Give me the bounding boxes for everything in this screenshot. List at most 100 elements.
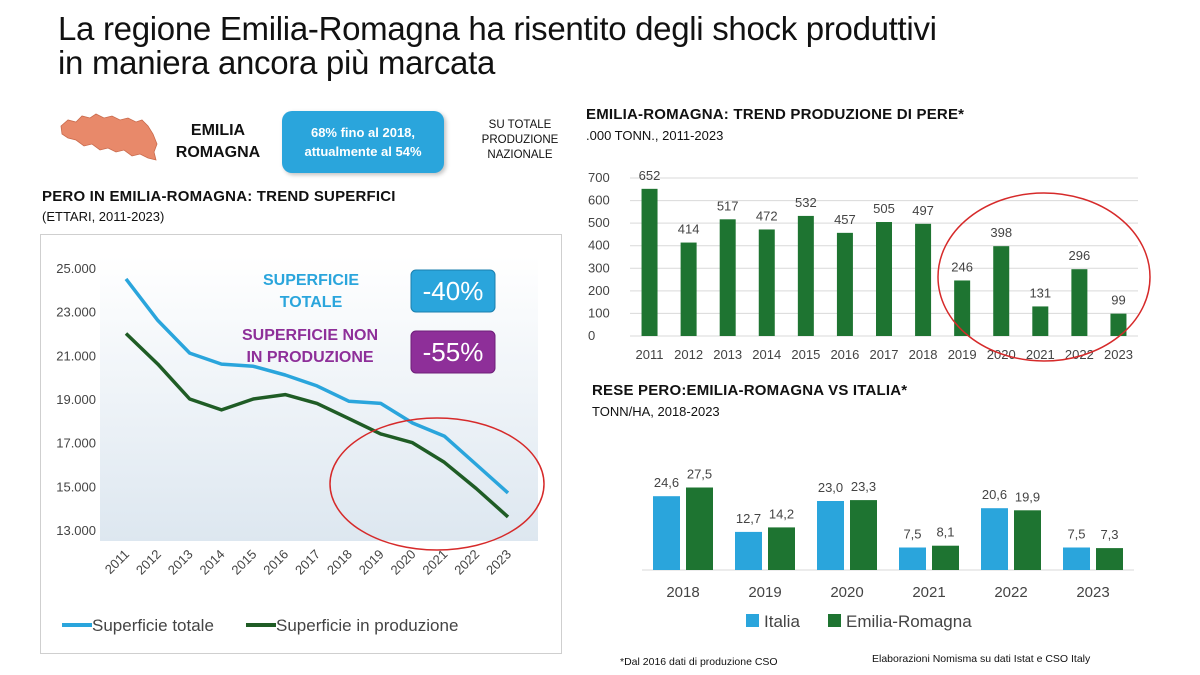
bar bbox=[836, 232, 853, 336]
y-tick-label: 23.000 bbox=[56, 305, 96, 320]
x-tick-label: 2017 bbox=[870, 347, 899, 362]
labels: 652 2011 414 2012 517 2013 472 2014 532 2015 457 20… bbox=[636, 168, 1133, 362]
bar-value-label: 24,6 bbox=[654, 475, 679, 490]
y-tick-label: 13.000 bbox=[56, 523, 96, 538]
x-tick-label: 2016 bbox=[830, 347, 859, 362]
y-tick-label: 200 bbox=[588, 283, 610, 298]
bar-0 bbox=[817, 501, 844, 570]
share-badge: 68% fino al 2018, attualmente al 54% bbox=[282, 111, 444, 173]
bar-value-label: 19,9 bbox=[1015, 489, 1040, 504]
bar-1 bbox=[1096, 548, 1123, 570]
bar-value-label: 517 bbox=[717, 198, 739, 213]
bar-0 bbox=[653, 496, 680, 570]
share-badge-line1: 68% fino al 2018, bbox=[310, 125, 416, 140]
highlight-circle bbox=[937, 192, 1151, 362]
bar-value-label: 23,0 bbox=[818, 480, 843, 495]
rese-bar-chart: 24,6 27,5 2018 12,7 14,2 2019 23,0 23,3 2020 7,5 8… bbox=[642, 467, 1134, 631]
y-tick-label: 700 bbox=[588, 170, 610, 185]
bar-1 bbox=[932, 545, 959, 570]
bar-value-label: 20,6 bbox=[982, 487, 1007, 502]
bar bbox=[680, 242, 697, 336]
bar bbox=[719, 219, 736, 336]
y-tick-label: 25.000 bbox=[56, 261, 96, 276]
x-tick-label: 2018 bbox=[909, 347, 938, 362]
x-tick-label: 2012 bbox=[674, 347, 703, 362]
bar bbox=[1032, 306, 1049, 336]
bar-value-label: 652 bbox=[639, 168, 661, 183]
bar-value-label: 99 bbox=[1111, 293, 1125, 308]
y-tick-label: 500 bbox=[588, 215, 610, 230]
callout-total-value: -40% bbox=[423, 276, 484, 306]
labels: 24,6 27,5 2018 12,7 14,2 2019 23,0 23,3 2020 7,5 8… bbox=[654, 467, 1119, 602]
legend-swatch-emilia bbox=[828, 614, 841, 627]
x-tick-label: 2017 bbox=[292, 547, 323, 578]
x-tick-label: 2016 bbox=[260, 547, 291, 578]
bar bbox=[1110, 313, 1127, 336]
bar-value-label: 457 bbox=[834, 212, 856, 227]
callout-nonprod-value: -55% bbox=[423, 337, 484, 367]
x-tick-label: 2013 bbox=[165, 547, 196, 578]
page-title: La regione Emilia-Romagna ha risentito d… bbox=[58, 12, 937, 80]
bar-1 bbox=[768, 527, 795, 570]
y-tick-label: 400 bbox=[588, 238, 610, 253]
x-tick-label: 2021 bbox=[419, 547, 450, 578]
y-tick-label: 17.000 bbox=[56, 436, 96, 451]
x-tick-label: 2020 bbox=[830, 584, 863, 601]
bar-value-label: 131 bbox=[1029, 285, 1051, 300]
x-tick-label: 2020 bbox=[388, 547, 419, 578]
bar-0 bbox=[899, 547, 926, 570]
region-label-line1: EMILIA bbox=[190, 122, 246, 139]
x-axis: 2011 2012 2013 2014 2015 2016 2017 2018 2019 2020… bbox=[102, 547, 514, 578]
region-label: EMILIA ROMAGNA bbox=[168, 120, 268, 164]
callout-nonprod-label-line1: SUPERFICIE NON bbox=[242, 327, 378, 344]
bar-value-label: 398 bbox=[990, 225, 1012, 240]
x-tick-label: 2013 bbox=[713, 347, 742, 362]
y-tick-label: 600 bbox=[588, 193, 610, 208]
bar-1 bbox=[850, 500, 877, 570]
y-tick-label: 19.000 bbox=[56, 392, 96, 407]
y-tick-label: 300 bbox=[588, 260, 610, 275]
bar bbox=[993, 246, 1010, 336]
x-tick-label: 2011 bbox=[636, 347, 664, 362]
bar-value-label: 27,5 bbox=[687, 467, 712, 482]
y-axis: 13.000 15.000 17.000 19.000 21.000 23.000 25.0… bbox=[56, 261, 96, 538]
bar bbox=[797, 215, 814, 336]
bar-value-label: 7,5 bbox=[903, 527, 921, 542]
bar-1 bbox=[1014, 510, 1041, 570]
bar bbox=[876, 222, 892, 336]
x-tick-label: 2019 bbox=[356, 547, 387, 578]
x-tick-label: 2018 bbox=[666, 584, 699, 601]
bars bbox=[641, 188, 1127, 336]
highlight-circle bbox=[329, 417, 545, 551]
legend-label-emilia: Emilia-Romagna bbox=[846, 612, 972, 631]
x-tick-label: 2015 bbox=[228, 547, 259, 578]
x-tick-label: 2023 bbox=[1076, 584, 1109, 601]
share-badge-line2: attualmente al 54% bbox=[304, 144, 422, 159]
legend-swatch-italia bbox=[746, 614, 759, 627]
x-tick-label: 2018 bbox=[324, 547, 355, 578]
bar-value-label: 505 bbox=[873, 201, 895, 216]
line-series bbox=[124, 277, 510, 519]
emilia-romagna-map-icon bbox=[60, 113, 158, 161]
callout-nonprod-label-line2: IN PRODUZIONE bbox=[246, 349, 373, 366]
legend-label-italia: Italia bbox=[764, 612, 800, 631]
produzione-bar-chart: 0 100 200 300 400 500 600 700 652 2011 414 2012 517… bbox=[588, 168, 1151, 362]
superfici-chart-title: PERO IN EMILIA-ROMAGNA: TREND SUPERFICI bbox=[42, 188, 396, 205]
rese-chart-title: RESE PERO:EMILIA-ROMAGNA VS ITALIA* bbox=[592, 382, 908, 399]
bar bbox=[915, 223, 932, 336]
bar-value-label: 246 bbox=[951, 259, 973, 274]
x-tick-label: 2021 bbox=[912, 584, 945, 601]
share-note-line3: NAZIONALE bbox=[487, 149, 553, 161]
legend-label-total: Superficie totale bbox=[92, 616, 214, 635]
x-tick-label: 2023 bbox=[483, 547, 514, 578]
bar-value-label: 532 bbox=[795, 195, 817, 210]
x-tick-label: 2014 bbox=[197, 547, 228, 578]
bar bbox=[1071, 269, 1088, 336]
bar-value-label: 8,1 bbox=[936, 525, 954, 540]
bar-value-label: 14,2 bbox=[769, 506, 794, 521]
region-label-line2: ROMAGNA bbox=[175, 144, 261, 161]
share-note-line1: SU TOTALE bbox=[488, 119, 552, 131]
y-tick-label: 15.000 bbox=[56, 479, 96, 494]
bar-value-label: 472 bbox=[756, 208, 778, 223]
bar-value-label: 414 bbox=[678, 222, 700, 237]
